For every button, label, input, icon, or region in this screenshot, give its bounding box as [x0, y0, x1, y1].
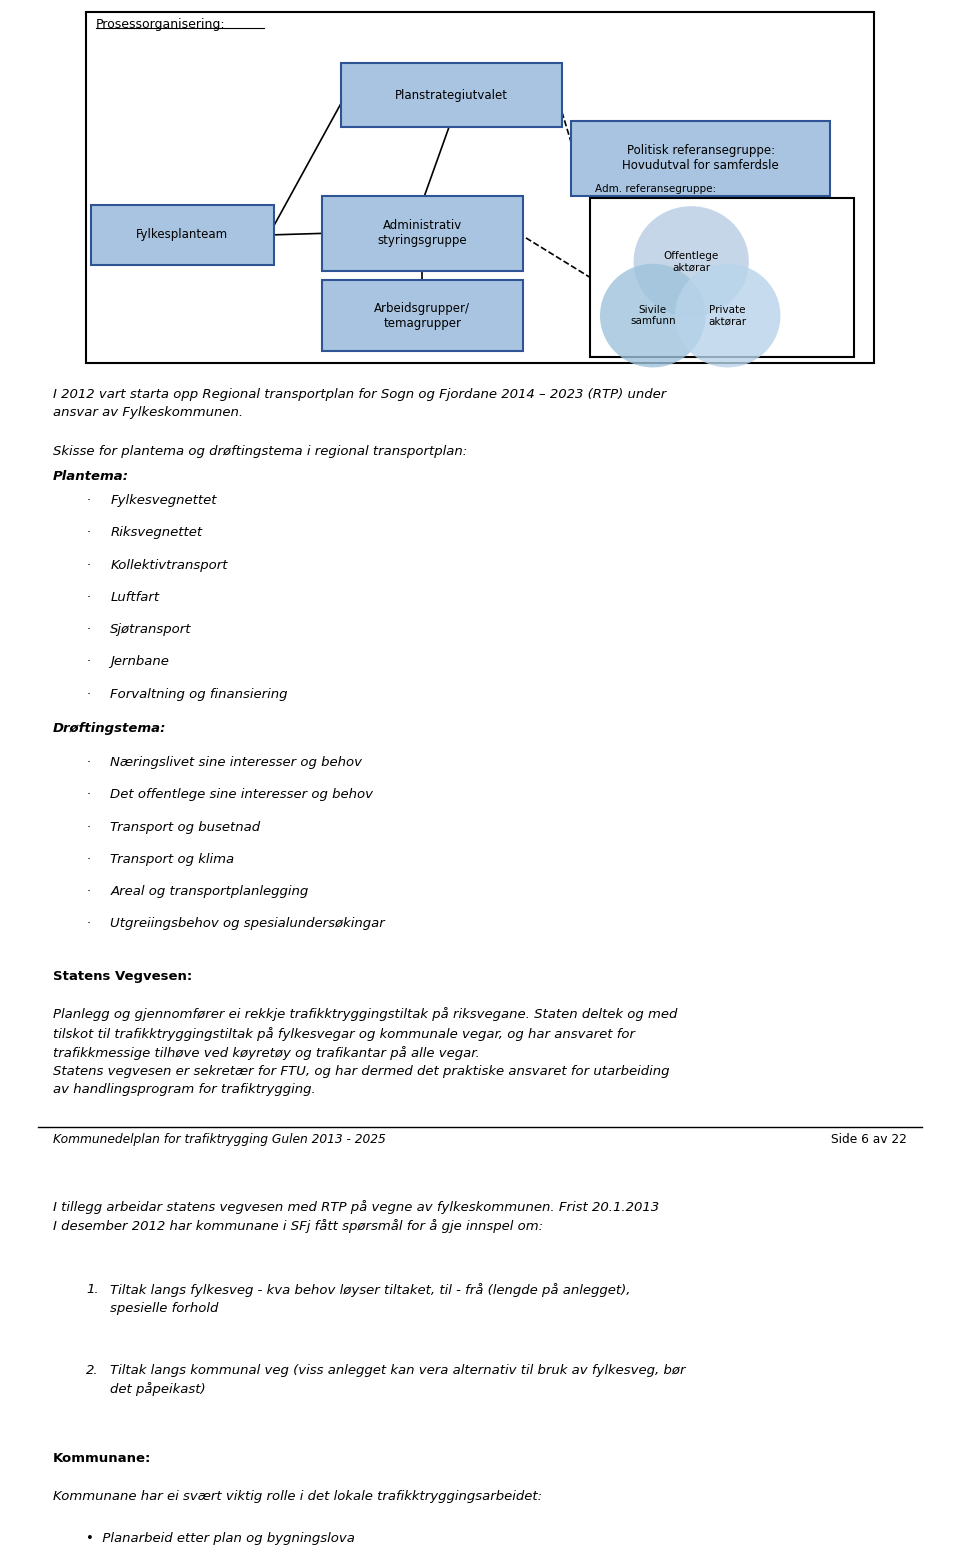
- Text: Jernbane: Jernbane: [110, 656, 169, 669]
- Text: ·: ·: [86, 789, 90, 801]
- Text: ·: ·: [86, 687, 90, 701]
- Text: Offentlege
aktørar: Offentlege aktørar: [663, 250, 719, 272]
- Text: Næringslivet sine interesser og behov: Næringslivet sine interesser og behov: [110, 756, 362, 769]
- Text: Kollektivtransport: Kollektivtransport: [110, 559, 228, 572]
- Text: Statens Vegvesen:: Statens Vegvesen:: [53, 970, 192, 984]
- Text: ·: ·: [86, 853, 90, 865]
- Text: Det offentlege sine interesser og behov: Det offentlege sine interesser og behov: [110, 789, 373, 801]
- Text: Luftfart: Luftfart: [110, 590, 159, 604]
- Text: Planstrategiutvalet: Planstrategiutvalet: [395, 89, 508, 102]
- Text: Areal og transportplanlegging: Areal og transportplanlegging: [110, 886, 309, 898]
- Text: Tiltak langs fylkesveg - kva behov løyser tiltaket, til - frå (lengde på anlegge: Tiltak langs fylkesveg - kva behov løyse…: [110, 1284, 631, 1315]
- FancyBboxPatch shape: [341, 64, 562, 127]
- Text: Politisk referansegruppe:
Hovudutval for samferdsle: Politisk referansegruppe: Hovudutval for…: [622, 144, 780, 172]
- FancyBboxPatch shape: [571, 120, 830, 195]
- Text: ·: ·: [86, 623, 90, 636]
- Text: Kommunedelplan for trafiktrygging Gulen 2013 - 2025: Kommunedelplan for trafiktrygging Gulen …: [53, 1134, 386, 1147]
- Text: •  Planarbeid etter plan og bygningslova: • Planarbeid etter plan og bygningslova: [86, 1532, 355, 1545]
- Text: Drøftingstema:: Drøftingstema:: [53, 722, 166, 736]
- FancyBboxPatch shape: [86, 11, 874, 362]
- Text: Transport og klima: Transport og klima: [110, 853, 234, 865]
- Text: Plantema:: Plantema:: [53, 470, 129, 483]
- Text: Adm. referansegruppe:: Adm. referansegruppe:: [595, 183, 716, 194]
- Ellipse shape: [600, 264, 706, 367]
- Text: ·: ·: [86, 494, 90, 508]
- Text: Utgreiingsbehov og spesialundersøkingar: Utgreiingsbehov og spesialundersøkingar: [110, 917, 385, 931]
- Text: Arbeidsgrupper/
temagrupper: Arbeidsgrupper/ temagrupper: [374, 301, 470, 330]
- Text: Riksvegnettet: Riksvegnettet: [110, 526, 203, 539]
- Text: ·: ·: [86, 559, 90, 572]
- Text: Administrativ
styringsgruppe: Administrativ styringsgruppe: [377, 219, 468, 247]
- Text: Fylkesvegnettet: Fylkesvegnettet: [110, 494, 217, 508]
- FancyBboxPatch shape: [590, 198, 854, 358]
- Text: ·: ·: [86, 886, 90, 898]
- Text: Skisse for plantema og drøftingstema i regional transportplan:: Skisse for plantema og drøftingstema i r…: [53, 445, 468, 458]
- Text: I tillegg arbeidar statens vegvesen med RTP på vegne av fylkeskommunen. Frist 20: I tillegg arbeidar statens vegvesen med …: [53, 1200, 659, 1232]
- Text: Prosessorganisering:: Prosessorganisering:: [96, 19, 226, 31]
- Text: ·: ·: [86, 590, 90, 604]
- FancyBboxPatch shape: [322, 280, 523, 351]
- Text: ·: ·: [86, 820, 90, 834]
- FancyBboxPatch shape: [322, 195, 523, 270]
- Text: Forvaltning og finansiering: Forvaltning og finansiering: [110, 687, 288, 701]
- Text: Sjøtransport: Sjøtransport: [110, 623, 192, 636]
- Text: ·: ·: [86, 526, 90, 539]
- Text: Sivile
samfunn: Sivile samfunn: [630, 305, 676, 326]
- Text: ·: ·: [86, 656, 90, 669]
- Ellipse shape: [634, 206, 749, 317]
- Text: ·: ·: [86, 756, 90, 769]
- FancyBboxPatch shape: [91, 205, 274, 266]
- Text: 2.: 2.: [86, 1364, 99, 1378]
- Text: Planlegg og gjennomfører ei rekkje trafikktryggingstiltak på riksvegane. Staten : Planlegg og gjennomfører ei rekkje trafi…: [53, 1007, 677, 1097]
- Text: Kommunane:: Kommunane:: [53, 1451, 151, 1465]
- Text: ·: ·: [86, 917, 90, 931]
- Text: Transport og busetnad: Transport og busetnad: [110, 820, 260, 834]
- Text: Kommunane har ei svært viktig rolle i det lokale trafikktryggingsarbeidet:: Kommunane har ei svært viktig rolle i de…: [53, 1490, 542, 1503]
- Text: I 2012 vart starta opp Regional transportplan for Sogn og Fjordane 2014 – 2023 (: I 2012 vart starta opp Regional transpor…: [53, 389, 666, 419]
- Text: Tiltak langs kommunal veg (viss anlegget kan vera alternativ til bruk av fylkesv: Tiltak langs kommunal veg (viss anlegget…: [110, 1364, 685, 1396]
- Text: 1.: 1.: [86, 1284, 99, 1296]
- Text: Fylkesplanteam: Fylkesplanteam: [136, 228, 228, 242]
- Ellipse shape: [675, 264, 780, 367]
- Text: Private
aktørar: Private aktørar: [708, 305, 747, 326]
- Text: Side 6 av 22: Side 6 av 22: [831, 1134, 907, 1147]
